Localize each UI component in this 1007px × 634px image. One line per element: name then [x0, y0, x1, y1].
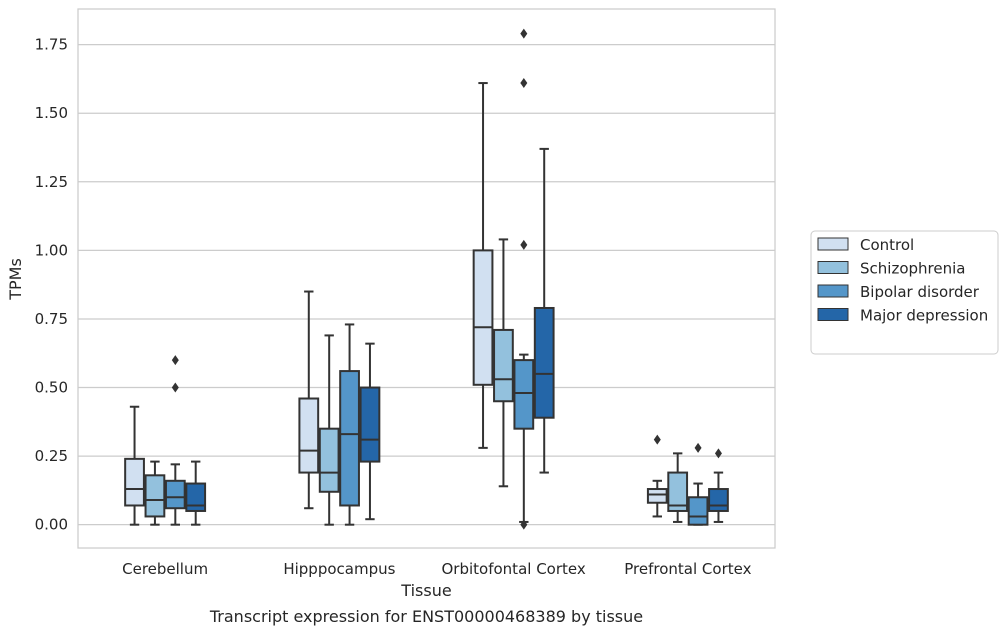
y-tick-label: 0.25 [35, 447, 68, 465]
box-body [359, 386, 381, 463]
box-body [318, 427, 340, 493]
legend-swatch [817, 284, 849, 298]
box-3-3 [708, 448, 729, 523]
box-0-3 [646, 434, 668, 518]
outlier-point [171, 382, 179, 393]
box-0-2 [472, 82, 494, 449]
box-1-3 [667, 452, 689, 523]
box-body [493, 328, 514, 403]
y-tick-label: 1.00 [35, 241, 68, 259]
box-body [533, 306, 555, 419]
box-1-1 [318, 334, 340, 526]
y-tick-label: 1.25 [35, 173, 68, 191]
box-body [472, 249, 494, 386]
legend-swatch [817, 261, 849, 274]
legend-label: Major depression [860, 307, 988, 325]
box-body [646, 488, 668, 504]
box-body [164, 479, 186, 510]
box-0-1 [298, 290, 320, 510]
plot-area-frame [77, 8, 776, 549]
box-1-0 [144, 460, 166, 526]
box-body [708, 488, 729, 512]
legend-swatch [817, 308, 849, 321]
box-3-2 [533, 147, 555, 474]
x-tick-label: Orbitofontal Cortex [442, 560, 586, 578]
box-2-2 [513, 28, 535, 530]
box-0-0 [124, 405, 145, 526]
x-axis-label: Tissue [400, 581, 451, 600]
legend: Control Schizophrenia Bipolar disorder Majo… [810, 230, 999, 355]
x-tick-labels: Cerebellum Hipppocampus Orbitofontal Corte… [122, 560, 751, 578]
chart-caption: Transcript expression for ENST0000046838… [209, 607, 643, 626]
box-1-2 [493, 238, 514, 488]
y-tick-label: 0.50 [35, 379, 68, 397]
y-tick-label: 1.75 [35, 36, 68, 54]
outlier-point [653, 434, 661, 445]
box-3-0 [185, 460, 207, 526]
legend-label: Bipolar disorder [860, 283, 980, 301]
outlier-point [171, 355, 179, 366]
x-tick-label: Prefrontal Cortex [624, 560, 751, 578]
box-2-3 [687, 442, 709, 526]
box-body [667, 471, 689, 512]
legend-swatch [817, 237, 849, 251]
box-2-1 [339, 323, 360, 526]
box-body [298, 397, 320, 474]
y-tick-label: 0.75 [35, 310, 68, 328]
box-body [513, 359, 535, 430]
y-tick-label: 1.50 [35, 104, 68, 122]
boxes [124, 28, 729, 530]
outlier-point [694, 442, 702, 453]
legend-frame [810, 230, 999, 355]
y-tick-label: 0.00 [35, 516, 68, 534]
box-3-1 [359, 342, 381, 521]
box-body [687, 496, 709, 526]
y-axis-label: TPMs [6, 258, 25, 301]
box-body [339, 370, 360, 507]
outlier-point [714, 448, 722, 459]
outlier-point [520, 78, 528, 89]
outlier-point [520, 239, 528, 250]
x-tick-label: Hipppocampus [283, 560, 395, 578]
outlier-point [520, 519, 528, 530]
box-body [185, 482, 207, 512]
box-2-0 [164, 355, 186, 526]
outlier-point [520, 28, 528, 39]
y-tick-labels: 0.00 0.25 0.50 0.75 1.00 1.25 1.50 1.75 [35, 36, 68, 534]
box-body [124, 457, 145, 507]
x-tick-label: Cerebellum [122, 560, 208, 578]
legend-label: Control [860, 236, 914, 254]
legend-label: Schizophrenia [860, 260, 965, 278]
box-body [144, 474, 166, 518]
